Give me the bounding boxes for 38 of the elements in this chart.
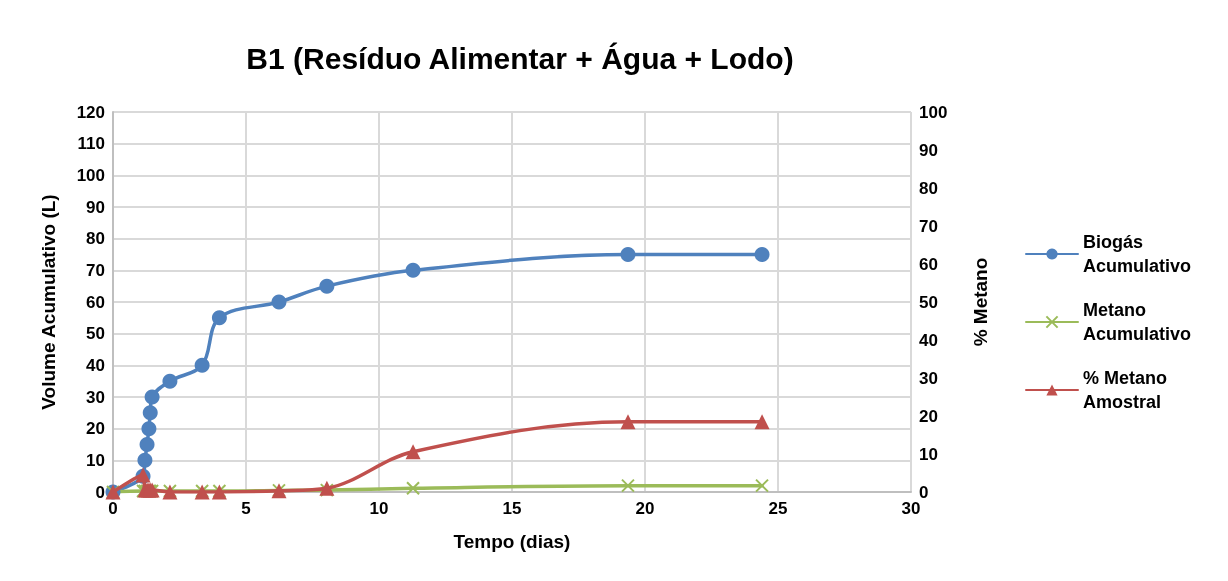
y-tick-label: 120 (76, 102, 105, 122)
y-tick-label: 10 (86, 450, 105, 470)
y-tick-label: 70 (86, 260, 105, 280)
y-tick-label: 30 (86, 387, 105, 407)
y2-tick-label: 40 (919, 330, 938, 350)
x-axis-title: Tempo (dias) (453, 531, 571, 552)
x-tick-label: 25 (768, 499, 788, 518)
x-tick-label: 30 (901, 499, 921, 518)
y2-tick-label: 20 (919, 406, 938, 426)
y2-tick-label: 80 (919, 178, 938, 198)
x-tick-label: 20 (635, 499, 655, 518)
y2-tick-label: 70 (919, 216, 938, 236)
y-tick-label: 90 (86, 197, 105, 217)
y2-tick-label: 60 (919, 254, 938, 274)
y-tick-label: 40 (86, 355, 105, 375)
x-tick-label: 0 (108, 499, 118, 518)
y2-tick-label: 100 (919, 102, 948, 122)
y2-tick-label: 0 (919, 482, 929, 502)
y2-tick-label: 10 (919, 444, 938, 464)
y2-tick-label: 50 (919, 292, 938, 312)
legend-label: % Metano Amostral (1083, 368, 1173, 412)
y2-tick-label: 30 (919, 368, 938, 388)
y-tick-label: 80 (86, 229, 105, 249)
y-tick-label: 50 (86, 324, 105, 344)
y-tick-label: 60 (86, 292, 105, 312)
y-tick-label: 100 (76, 165, 105, 185)
legend-label: Biogás Acumulativo (1083, 232, 1192, 276)
y-tick-label: 110 (77, 134, 105, 154)
y-tick-label: 20 (86, 419, 105, 439)
chart-title: B1 (Resíduo Alimentar + Água + Lodo) (246, 41, 794, 75)
y-axis-title: Volume Acumulativo (L) (38, 194, 59, 410)
legend-label: Metano Acumulativo (1083, 300, 1192, 344)
y2-tick-label: 90 (919, 140, 938, 160)
y2-axis-title: % Metano (970, 257, 991, 347)
y-tick-label: 0 (95, 482, 105, 502)
x-tick-label: 10 (369, 499, 389, 518)
x-tick-label: 15 (502, 499, 522, 518)
x-tick-label: 5 (241, 499, 251, 518)
